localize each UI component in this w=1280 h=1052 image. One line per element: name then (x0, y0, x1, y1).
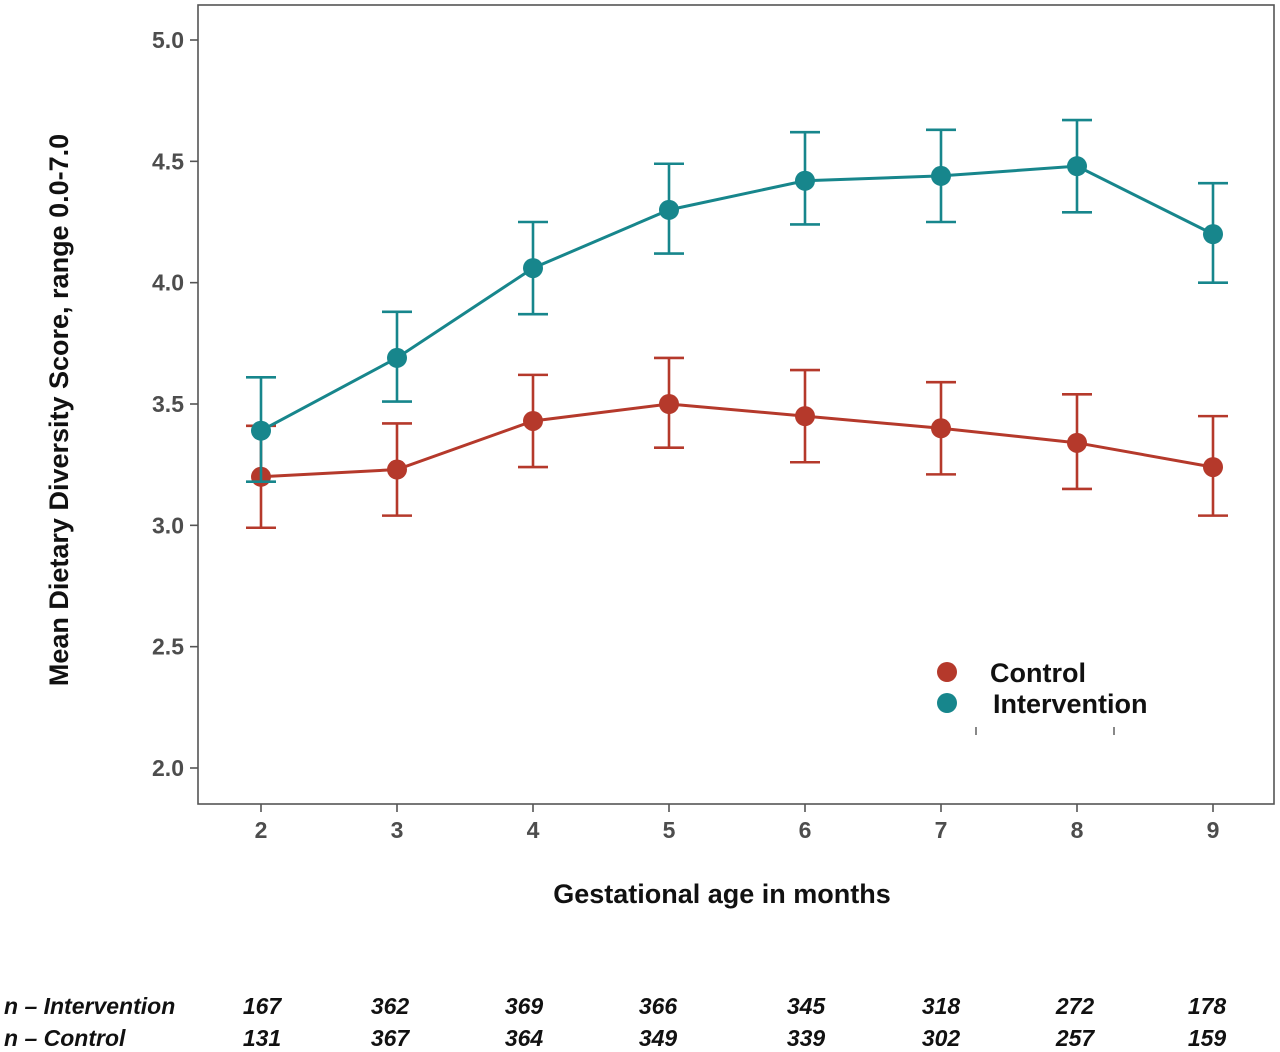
y-tick-label: 3.5 (152, 391, 184, 417)
sample-size-row-label: n – Control (4, 1025, 126, 1051)
data-point-intervention (1203, 224, 1223, 245)
sample-size-value: 131 (243, 1025, 281, 1051)
x-tick-label: 9 (1207, 817, 1220, 843)
series-intervention (246, 118, 1228, 483)
data-point-control (795, 406, 815, 427)
data-point-intervention (251, 420, 271, 441)
sample-size-value: 159 (1188, 1025, 1227, 1051)
y-axis-ticks: 2.0 2.5 3.0 3.5 4.0 4.5 5.0 (152, 27, 198, 781)
sample-size-value: 339 (787, 1025, 826, 1051)
data-point-control (1203, 457, 1223, 478)
x-tick-label: 8 (1071, 817, 1084, 843)
y-axis-title: Mean Dietary Diversity Score, range 0.0-… (44, 134, 74, 686)
y-tick-label: 4.5 (152, 148, 184, 174)
data-point-intervention (387, 347, 407, 368)
legend-label-intervention: Intervention (993, 689, 1148, 719)
data-point-intervention (659, 199, 679, 220)
sample-size-value: 178 (1188, 993, 1227, 1019)
sample-size-value: 362 (371, 993, 410, 1019)
y-tick-label: 2.0 (152, 755, 184, 781)
legend-marker-intervention (937, 693, 957, 713)
legend-marker-control (937, 662, 957, 682)
data-point-intervention (931, 165, 951, 186)
sample-size-value: 272 (1055, 993, 1095, 1019)
data-point-intervention (523, 258, 543, 279)
data-point-control (523, 410, 543, 431)
sample-size-value: 349 (639, 1025, 678, 1051)
sample-size-value: 366 (639, 993, 678, 1019)
x-tick-label: 2 (255, 817, 268, 843)
x-axis-ticks: 2 3 4 5 6 7 8 9 (255, 804, 1220, 843)
sample-size-value: 345 (787, 993, 827, 1019)
sample-size-value: 318 (922, 993, 961, 1019)
x-tick-label: 3 (391, 817, 404, 843)
data-point-control (387, 459, 407, 480)
sample-size-value: 167 (243, 993, 283, 1019)
sample-size-value: 257 (1055, 1025, 1096, 1051)
y-tick-label: 2.5 (152, 634, 184, 660)
x-tick-label: 7 (935, 817, 948, 843)
x-tick-label: 5 (663, 817, 676, 843)
data-point-control (931, 418, 951, 439)
y-tick-label: 4.0 (152, 270, 184, 296)
y-tick-label: 3.0 (152, 512, 184, 538)
data-point-control (1067, 432, 1087, 453)
series-line-intervention (260, 164, 1214, 433)
plot-panel (197, 4, 1275, 805)
sample-size-value: 369 (505, 993, 544, 1019)
data-point-control (659, 394, 679, 414)
data-point-intervention (795, 170, 815, 191)
data-point-intervention (1067, 156, 1087, 177)
x-tick-label: 6 (799, 817, 812, 843)
sample-size-value: 364 (505, 1025, 544, 1051)
y-tick-label: 5.0 (152, 27, 184, 53)
sample-size-table: n – Intervention 167 362 369 366 345 318 272 178… (4, 993, 1226, 1051)
sample-size-value: 367 (371, 1025, 411, 1051)
series-layer (246, 118, 1228, 530)
x-axis-title: Gestational age in months (553, 879, 891, 909)
series-control (246, 356, 1228, 530)
x-tick-label: 4 (527, 817, 540, 843)
sample-size-row-label: n – Intervention (4, 993, 175, 1019)
sample-size-value: 302 (922, 1025, 961, 1051)
legend-label-control: Control (990, 658, 1086, 688)
series-line-control (260, 402, 1214, 479)
